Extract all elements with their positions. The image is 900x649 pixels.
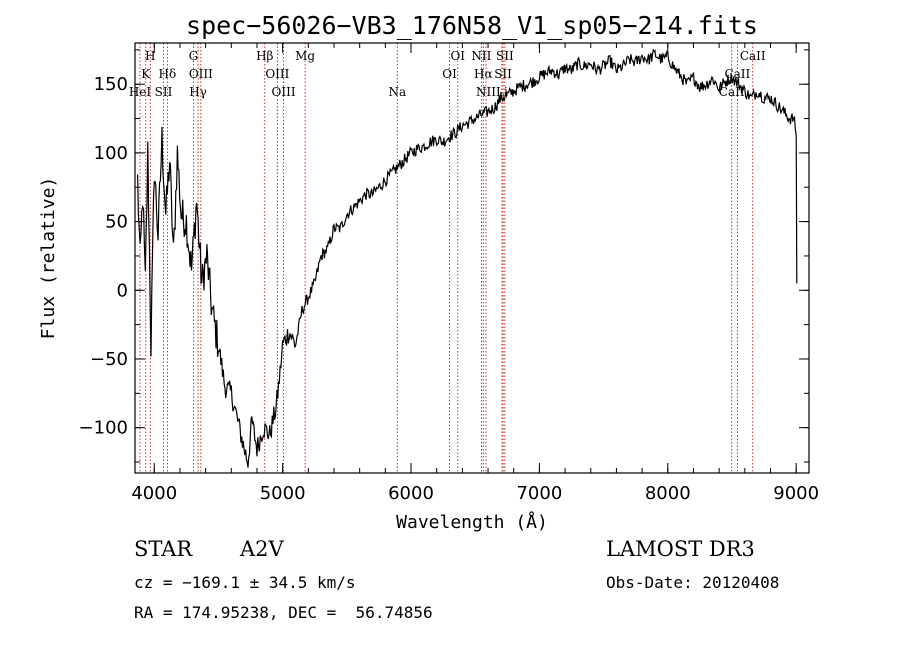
chart-title: spec−56026−VB3_176N58_V1_sp05−214.fits	[186, 11, 758, 40]
spectral-line-label: SII	[496, 49, 514, 63]
spectral-line-label: OI	[450, 49, 465, 63]
object-type: STAR	[134, 537, 193, 561]
spectral-line-label: HeI	[129, 85, 152, 99]
observation-date: Obs-Date: 20120408	[606, 573, 780, 592]
spectral-line-label: Hβ	[256, 49, 273, 63]
coordinates-readout: RA = 174.95238, DEC = 56.74856	[134, 603, 433, 622]
x-tick-label: 9000	[773, 483, 819, 504]
x-tick-label: 6000	[388, 483, 434, 504]
object-subclass: A2V	[240, 537, 284, 561]
spectral-line-label: CaII	[719, 85, 745, 99]
y-tick-label: −50	[90, 349, 128, 370]
spectral-line-label: Hγ	[189, 85, 207, 99]
spectral-line-label: SII	[494, 67, 512, 81]
spectral-line-label: NII	[476, 85, 496, 99]
x-tick-label: 7000	[516, 483, 562, 504]
flux-series-line	[137, 48, 798, 468]
spectral-line-label: OI	[442, 67, 457, 81]
x-tick-label: 8000	[645, 483, 691, 504]
spectral-line-label: Li	[496, 85, 508, 99]
spectral-line-label: OIII	[189, 67, 213, 81]
velocity-readout: cz = −169.1 ± 34.5 km/s	[134, 573, 356, 592]
y-tick-label: 50	[105, 212, 128, 233]
x-axis-label: Wavelength (Å)	[396, 511, 548, 533]
y-tick-label: 100	[94, 143, 128, 164]
y-tick-label: 0	[117, 280, 128, 301]
x-axis-ticks: 4000 5000 6000 7000 8000 9000	[131, 43, 819, 504]
x-tick-label: 5000	[260, 483, 306, 504]
spectral-line-label: K	[141, 67, 151, 81]
y-axis-label: Flux (relative)	[38, 177, 59, 340]
spectral-line-label: H	[145, 49, 155, 63]
spectral-line-label: OIII	[272, 85, 296, 99]
spectral-line-label: G	[189, 49, 199, 63]
spectral-line-label: SII	[155, 85, 173, 99]
plot-frame	[134, 42, 810, 474]
spectral-line-label: Na	[388, 85, 406, 99]
spectral-line-label: Hδ	[159, 67, 177, 81]
spectral-line-label: Hα	[474, 67, 493, 81]
y-tick-label: −100	[79, 418, 128, 439]
y-axis-ticks: −100 −50 0 50 100 150	[79, 49, 809, 463]
y-tick-label: 150	[94, 74, 128, 95]
spectral-line-label: CaII	[740, 49, 766, 63]
survey-name: LAMOST DR3	[606, 537, 755, 561]
spectral-line-label: NII	[471, 49, 491, 63]
spectral-line-label: Mg	[295, 49, 315, 63]
x-tick-label: 4000	[131, 483, 177, 504]
spectral-line-label: OIII	[265, 67, 289, 81]
spectral-line-markers	[139, 43, 754, 473]
